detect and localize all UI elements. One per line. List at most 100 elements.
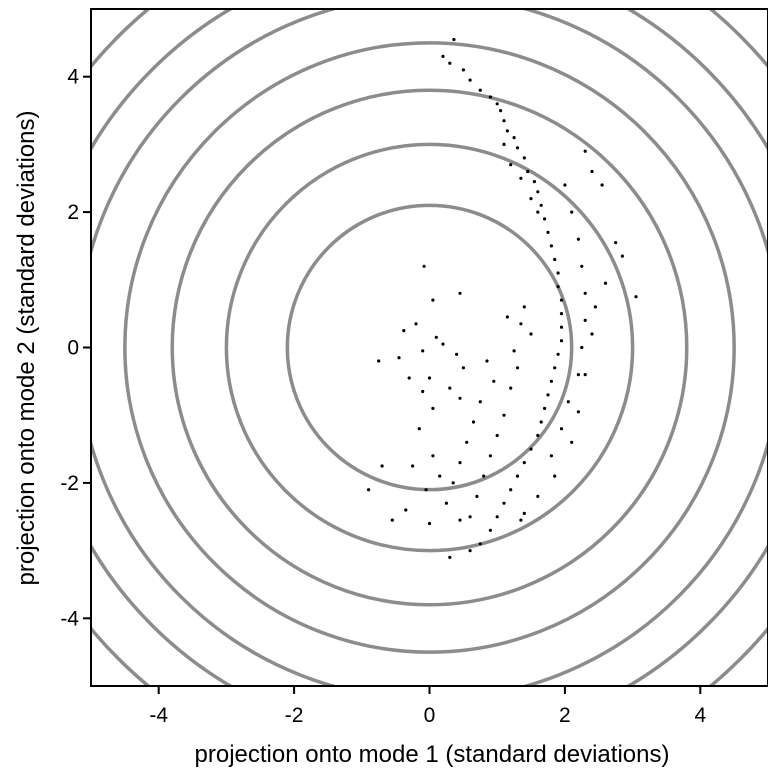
data-point [515,146,520,150]
data-point [512,136,516,140]
y-tick-label: 2 [67,201,79,224]
data-point [434,335,438,339]
data-point [509,163,513,167]
data-point [397,356,401,360]
data-point [556,352,560,356]
data-point [452,37,456,42]
data-points [367,37,638,560]
data-point [417,427,421,431]
data-point [422,264,426,268]
data-point [580,264,584,268]
data-point [559,339,564,343]
data-point [553,257,557,262]
data-point [485,359,489,363]
data-point [536,494,540,498]
data-point [519,322,523,326]
data-point [536,433,540,438]
plot-background [91,9,768,686]
data-point [543,217,547,221]
data-point [522,511,526,515]
data-point [402,329,406,333]
data-point [546,230,550,234]
data-point [478,542,482,546]
data-point [590,332,594,336]
data-point [543,406,547,410]
data-point [634,295,638,299]
data-point [478,400,482,404]
data-point [603,281,608,285]
data-point [559,312,564,316]
data-point [499,109,503,113]
data-point [455,352,459,356]
x-axis-title: projection onto mode 1 (standard deviati… [195,741,670,768]
data-point [441,342,445,346]
data-point [515,474,520,478]
data-point [539,203,543,207]
data-point [570,440,574,444]
data-point [495,515,499,519]
data-point [458,291,462,295]
data-point [559,325,564,329]
data-point [465,440,469,444]
data-point [559,298,564,302]
data-point [424,488,428,492]
data-point [448,555,452,560]
data-point [512,349,516,353]
data-point [522,305,526,309]
x-axis-ticks: -4 -2 0 2 4 [149,686,706,727]
data-point [444,501,448,505]
data-point [529,447,533,451]
data-point [468,78,472,82]
data-point [529,332,533,336]
data-point [421,389,425,394]
data-point [458,518,462,522]
data-point [407,376,411,380]
data-point [580,345,584,350]
data-point [515,366,520,370]
data-point [390,518,394,522]
data-point [539,420,543,424]
data-point [488,454,492,458]
data-point [431,298,435,302]
data-point [529,197,533,201]
data-point [549,454,554,458]
data-point [478,88,482,92]
x-tick-label: 4 [694,704,706,727]
data-point [377,359,381,363]
data-point [461,366,465,370]
data-point [502,501,506,505]
data-point [451,481,455,485]
data-point [482,474,486,478]
data-point [532,180,537,184]
x-tick-label: 0 [424,704,436,727]
data-point [431,454,435,458]
data-point [468,549,472,553]
data-point [620,254,625,258]
data-point [431,406,435,410]
data-point [549,244,554,248]
data-point [458,461,462,465]
data-point [441,54,445,59]
data-point [502,119,506,123]
data-point [380,464,384,468]
data-point [414,322,418,326]
data-point [488,528,492,532]
data-point [600,183,604,187]
contour-ring-3 [170,88,689,607]
data-point [553,474,557,478]
y-tick-label: -4 [60,607,79,630]
data-point [536,190,540,194]
data-point [519,518,523,522]
data-point [583,318,587,322]
data-point [427,521,432,526]
y-axis-title: projection onto mode 2 (standard deviati… [13,111,40,586]
data-point [559,427,564,431]
data-point [576,373,581,377]
y-tick-label: 0 [67,337,79,360]
data-point [448,386,452,390]
data-point [468,515,472,519]
data-point [421,349,425,353]
y-tick-label: -2 [60,472,79,495]
data-point [546,393,550,397]
